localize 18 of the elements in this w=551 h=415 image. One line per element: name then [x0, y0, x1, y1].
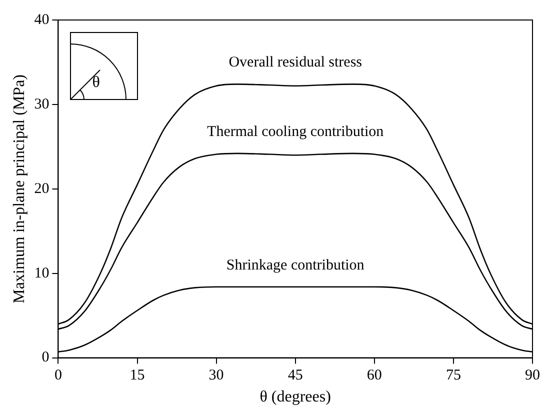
x-tick-label: 15 — [130, 368, 145, 384]
x-tick-label: 0 — [54, 368, 62, 384]
y-tick-label: 40 — [34, 12, 50, 28]
y-tick-label: 30 — [34, 96, 50, 112]
x-tick-label: 60 — [366, 368, 382, 384]
x-tick-label: 30 — [208, 368, 224, 384]
y-tick-label: 10 — [34, 265, 50, 282]
x-tick-label: 90 — [525, 368, 540, 384]
y-axis-title: Maximum in-plane principal (MPa) — [10, 74, 28, 304]
series-label: Shrinkage contribution — [226, 257, 365, 274]
series-label: Thermal cooling contribution — [207, 124, 384, 140]
x-tick-label: 75 — [446, 368, 461, 384]
x-axis-title: θ (degrees) — [260, 388, 331, 406]
y-tick-label: 0 — [42, 350, 50, 366]
x-tick-label: 45 — [288, 368, 303, 384]
y-tick-label: 20 — [34, 180, 50, 197]
annotation: θ — [92, 74, 100, 92]
series-label: Overall residual stress — [228, 54, 362, 71]
